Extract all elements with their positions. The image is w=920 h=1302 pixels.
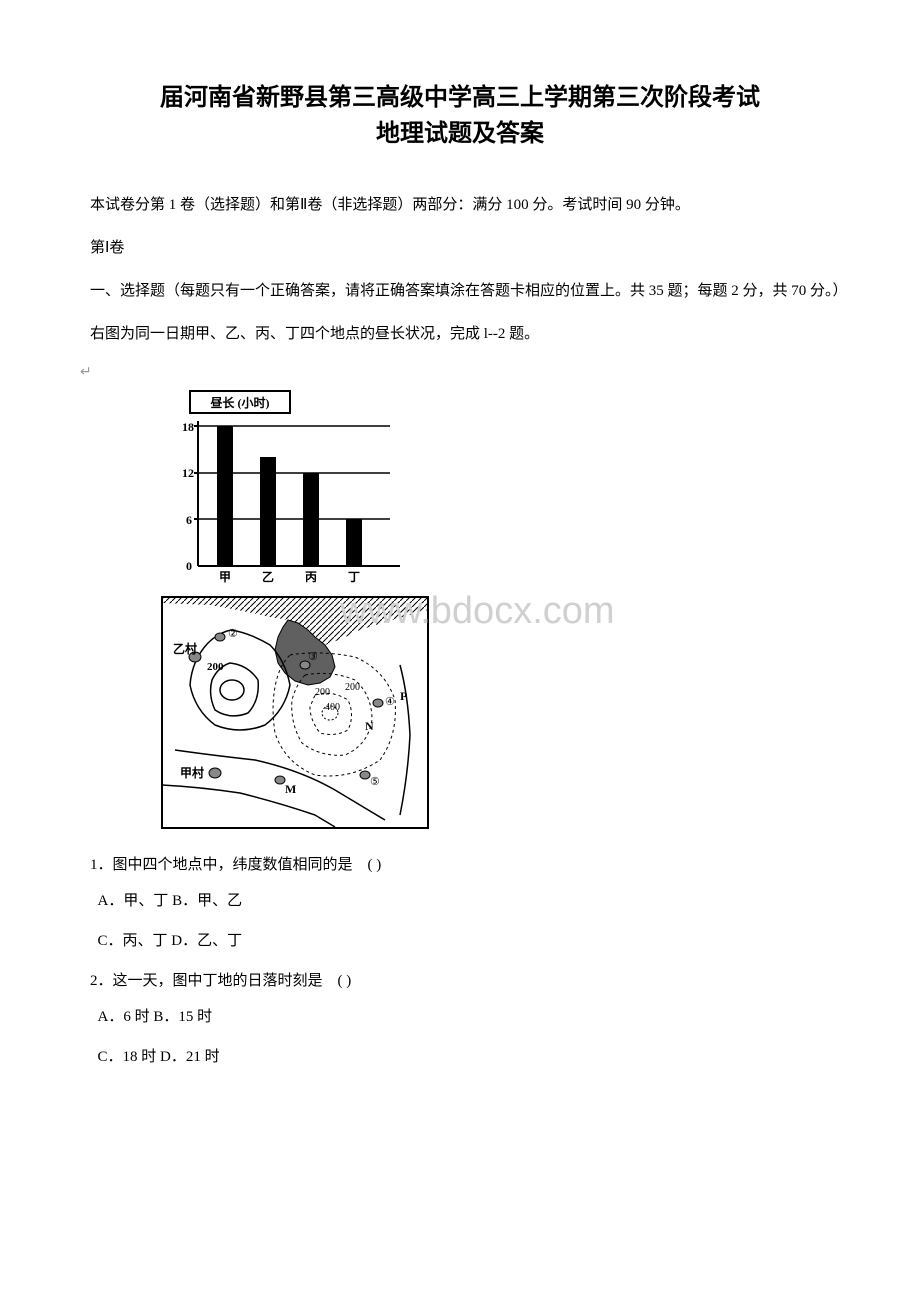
question-intro: 右图为同一日期甲、乙、丙、丁四个地点的昼长状况，完成 l--2 题。 bbox=[60, 321, 860, 348]
q1-paren: ( ) bbox=[368, 857, 382, 873]
q1-options-2: C．丙、丁 D．乙、丁 bbox=[60, 926, 860, 956]
bar-jia bbox=[217, 426, 233, 566]
point-5-label: ⑤ bbox=[370, 776, 380, 788]
bar-chart: 昼长 (小时) 18 12 6 0 甲 乙 丙 丁 bbox=[160, 381, 420, 591]
return-symbol: ↵ bbox=[80, 364, 860, 381]
question-2: 2．这一天，图中丁地的日落时刻是 ( ) bbox=[60, 966, 860, 996]
point-m-label: M bbox=[285, 782, 296, 796]
point-2-marker bbox=[215, 633, 225, 641]
title-line-1: 届河南省新野县第三高级中学高三上学期第三次阶段考试 bbox=[160, 85, 760, 111]
xtick-jia: 甲 bbox=[219, 570, 231, 584]
chart-title: 昼长 (小时) bbox=[210, 395, 270, 410]
bar-yi bbox=[260, 457, 276, 566]
q1-text: 图中四个地点中，纬度数值相同的是 bbox=[113, 857, 353, 873]
village-jia-marker bbox=[209, 768, 221, 778]
q2-text: 这一天，图中丁地的日落时刻是 bbox=[113, 973, 323, 989]
contour-label-2: 200 bbox=[315, 687, 330, 698]
q2-number: 2 bbox=[90, 973, 98, 989]
point-n-label: N bbox=[365, 719, 374, 733]
point-5-marker bbox=[360, 771, 370, 779]
point-3-label: ③ bbox=[308, 651, 318, 663]
section-label: 第Ⅰ卷 bbox=[60, 235, 860, 262]
contour-label-1: 200 bbox=[207, 661, 224, 673]
ytick-18: 18 bbox=[182, 420, 194, 434]
contour-label-3: 400 bbox=[325, 702, 340, 713]
xtick-yi: 乙 bbox=[262, 570, 274, 584]
point-4-label: ④ bbox=[385, 696, 395, 708]
page-content: 届河南省新野县第三高级中学高三上学期第三次阶段考试 地理试题及答案 本试卷分第 … bbox=[60, 80, 860, 1072]
point-m-marker bbox=[275, 776, 285, 784]
bar-ding bbox=[346, 519, 362, 566]
q2-paren: ( ) bbox=[338, 973, 352, 989]
q2-options-1: A．6 时 B．15 时 bbox=[60, 1002, 860, 1032]
point-p-label: P bbox=[400, 689, 407, 703]
ytick-12: 12 bbox=[182, 466, 194, 480]
document-title: 届河南省新野县第三高级中学高三上学期第三次阶段考试 地理试题及答案 bbox=[60, 80, 860, 152]
ocean-label: 海洋 bbox=[355, 628, 379, 643]
ytick-0: 0 bbox=[186, 559, 192, 573]
figure-container: 昼长 (小时) 18 12 6 0 甲 乙 丙 丁 bbox=[160, 381, 860, 830]
instructions: 一、选择题（每题只有一个正确答案，请将正确答案填涂在答题卡相应的位置上。共 35… bbox=[60, 278, 860, 305]
contour-label-4: 200 bbox=[345, 682, 360, 693]
q1-options-1: A．甲、丁 B．甲、乙 bbox=[60, 886, 860, 916]
xtick-bing: 丙 bbox=[305, 570, 317, 584]
exam-intro: 本试卷分第 1 卷（选择题）和第Ⅱ卷（非选择题）两部分：满分 100 分。考试时… bbox=[60, 192, 860, 219]
xtick-ding: 丁 bbox=[348, 570, 360, 584]
q2-options-2: C．18 时 D．21 时 bbox=[60, 1042, 860, 1072]
question-1: 1．图中四个地点中，纬度数值相同的是 ( ) bbox=[60, 850, 860, 880]
point-4-marker bbox=[373, 699, 383, 707]
bar-bing bbox=[303, 473, 319, 566]
village-jia-label: 甲村 bbox=[180, 765, 204, 780]
point-2-label: ② bbox=[228, 628, 238, 640]
title-line-2: 地理试题及答案 bbox=[376, 121, 544, 147]
village-yi-label: 乙村 bbox=[173, 641, 197, 656]
q1-number: 1 bbox=[90, 857, 98, 873]
ytick-6: 6 bbox=[186, 513, 192, 527]
topographic-map: 200 200 400 200 乙村 甲村 海洋 ② ③ ④ ⑤ P M N bbox=[160, 595, 430, 830]
